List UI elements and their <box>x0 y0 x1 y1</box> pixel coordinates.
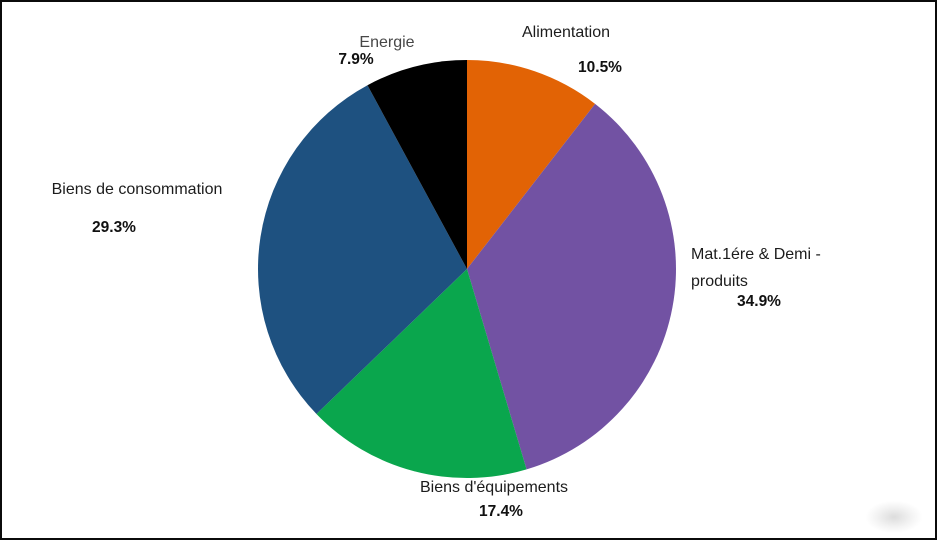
slice-pct-alimentation: 10.5% <box>578 59 622 76</box>
slice-label-biens-de-consommation: Biens de consommation <box>51 181 223 198</box>
slice-pct-biens-de-consommation: 29.3% <box>92 219 136 236</box>
pie-slice-0 <box>467 60 596 269</box>
pie-slice-3 <box>258 85 467 414</box>
slice-pct-mat-1ere-demi-produits: 34.9% <box>737 293 781 310</box>
slice-pct-energie: 7.9% <box>338 51 374 68</box>
slice-pct-biens-d-equipements: 17.4% <box>479 503 523 520</box>
pie-slice-1 <box>467 103 676 470</box>
pie-slice-4 <box>367 60 467 269</box>
slice-label-alimentation: Alimentation <box>521 24 611 41</box>
slice-label-biens-d-equipements: Biens d'équipements <box>419 479 569 496</box>
slice-label-mat-1ere-demi-produits: Mat.1ére & Demi - produits <box>691 246 821 290</box>
slice-label-energie: Energie <box>359 34 415 51</box>
scan-shadow-artifact <box>866 501 922 533</box>
pie-slice-2 <box>316 269 527 478</box>
